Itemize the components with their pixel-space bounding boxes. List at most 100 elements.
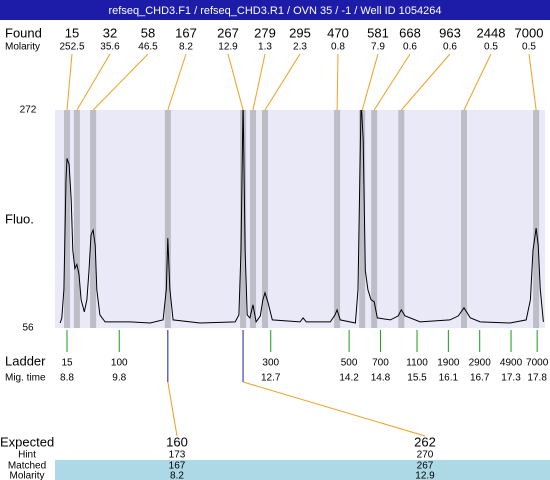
ladder-size: 15 <box>61 358 73 369</box>
found-size: 963 <box>439 25 461 40</box>
found-size: 279 <box>254 25 276 40</box>
mig-time: 12.7 <box>261 373 281 384</box>
mig-time: 14.2 <box>339 373 359 384</box>
hint-label: Hint <box>18 450 36 461</box>
found-molarity: 252.5 <box>59 42 84 53</box>
found-molarity: 8.2 <box>179 42 193 53</box>
peak-connector <box>463 53 492 111</box>
found-molarity: 7.9 <box>371 42 385 53</box>
mig-time: 16.7 <box>470 373 490 384</box>
peak-connector <box>336 53 339 111</box>
plot-area <box>55 110 545 328</box>
hint-size: 270 <box>417 450 434 461</box>
peak-connector <box>361 53 379 111</box>
trace-line <box>59 110 544 324</box>
found-size: 58 <box>141 25 155 40</box>
peak-band <box>240 110 247 328</box>
peak-connector <box>252 53 266 111</box>
matched-size: 167 <box>169 461 186 472</box>
matched-label: Matched <box>8 461 46 472</box>
ladder-size: 500 <box>341 358 358 369</box>
found-size: 581 <box>367 25 389 40</box>
peak-connector <box>66 53 73 111</box>
title: refseq_CHD3.F1 / refseq_CHD3.R1 / OVN 35… <box>109 5 442 17</box>
peak-band <box>164 110 171 328</box>
y-tick-label: 272 <box>20 105 37 116</box>
found-size: 295 <box>289 25 311 40</box>
peak-band <box>533 110 540 328</box>
ladder-size: 100 <box>111 358 128 369</box>
title-bar <box>0 0 550 20</box>
y-axis-label: Fluo. <box>5 211 34 226</box>
found-molarity: 0.6 <box>403 42 417 53</box>
expected-size: 160 <box>166 434 188 449</box>
ladder-size: 700 <box>372 358 389 369</box>
mig-time: 9.8 <box>112 373 126 384</box>
found-size: 668 <box>399 25 421 40</box>
peak-band <box>90 110 97 328</box>
mig-time: 15.5 <box>407 373 427 384</box>
found-size: 15 <box>65 25 79 40</box>
found-molarity: 0.6 <box>443 42 457 53</box>
y-tick-label: 56 <box>22 323 34 334</box>
found-size: 32 <box>103 25 117 40</box>
ladder-size: 1100 <box>406 358 428 369</box>
found-molarity: 46.5 <box>138 42 158 53</box>
found-molarity: 0.5 <box>522 42 536 53</box>
matched-size: 267 <box>417 461 434 472</box>
peak-connector <box>227 53 244 111</box>
found-molarity: 1.3 <box>258 42 272 53</box>
peak-band <box>371 110 378 328</box>
peak-band <box>359 110 366 328</box>
ladder-size: 300 <box>262 358 279 369</box>
found-molarity: 2.3 <box>293 42 307 53</box>
peak-connector <box>528 53 537 111</box>
found-size: 267 <box>217 25 239 40</box>
match-connector <box>242 381 426 437</box>
found-size: 7000 <box>515 25 544 40</box>
mig-time: 17.8 <box>527 373 547 384</box>
ladder-size: 1900 <box>437 358 460 369</box>
mig-time: 8.8 <box>60 373 74 384</box>
found-molarity: 12.9 <box>218 42 238 53</box>
ladder-size: 7000 <box>526 358 549 369</box>
matched-band <box>55 460 550 480</box>
found-size: 470 <box>327 25 349 40</box>
peak-connector <box>92 53 149 111</box>
peak-band <box>461 110 468 328</box>
found-label: Found <box>5 25 42 40</box>
mig-time-label: Mig. time <box>5 373 46 384</box>
ladder-size: 4900 <box>500 358 523 369</box>
peak-connector <box>76 53 111 111</box>
found-molarity: 35.6 <box>100 42 120 53</box>
peak-band <box>249 110 256 328</box>
peak-band <box>334 110 341 328</box>
found-size: 2448 <box>477 25 506 40</box>
trace-group <box>59 110 544 324</box>
match-connector <box>167 381 178 437</box>
peak-band <box>262 110 268 328</box>
found-molarity: 0.5 <box>484 42 498 53</box>
matched-molarity-label: Molarity <box>9 471 44 480</box>
peak-connector <box>373 53 411 111</box>
ladder-size: 2900 <box>469 358 492 369</box>
matched-molarity: 12.9 <box>415 471 435 480</box>
found-molarity-label: Molarity <box>5 42 40 53</box>
mig-time: 17.3 <box>501 373 521 384</box>
hint-size: 173 <box>169 450 186 461</box>
matched-molarity: 8.2 <box>170 471 184 480</box>
expected-size: 262 <box>414 434 436 449</box>
peak-band <box>398 110 405 328</box>
mig-time: 16.1 <box>439 373 459 384</box>
expected-label: Expected <box>0 434 54 449</box>
found-size: 167 <box>175 25 197 40</box>
found-molarity: 0.8 <box>331 42 345 53</box>
peak-connector <box>264 53 301 111</box>
peak-band <box>64 110 71 328</box>
peak-band <box>73 110 80 328</box>
ladder-label: Ladder <box>5 353 46 368</box>
mig-time: 14.8 <box>371 373 391 384</box>
peak-connector <box>167 53 187 111</box>
peak-connector <box>400 53 451 111</box>
